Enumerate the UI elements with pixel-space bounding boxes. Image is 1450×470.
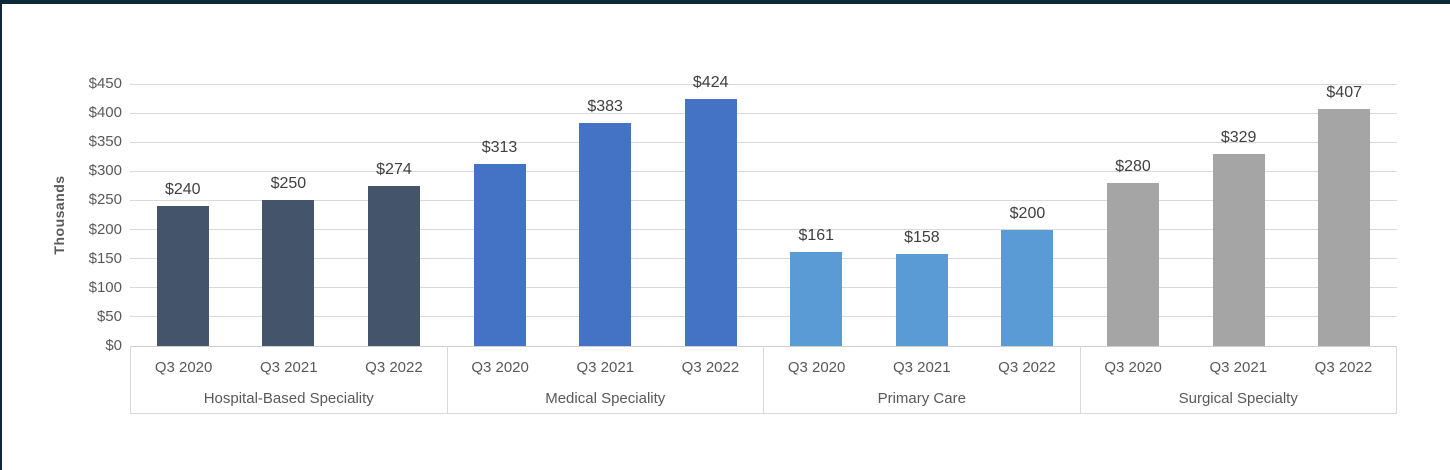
gridline xyxy=(130,170,1397,172)
bar[interactable] xyxy=(1001,229,1054,346)
group-cell: Q3 2020 Q3 2021 Q3 2022 Hospital-Based Spec… xyxy=(130,346,447,413)
gridline xyxy=(130,287,1397,289)
category-label: Q3 2020 xyxy=(787,359,846,377)
category-label: Q3 2020 xyxy=(154,359,213,377)
category-label: Q3 2021 xyxy=(892,359,951,377)
gridline xyxy=(130,258,1397,260)
y-tick-label: $450 xyxy=(88,75,122,92)
category-label: Q3 2022 xyxy=(365,359,423,377)
y-tick-label: $300 xyxy=(88,162,122,180)
group-cell: Q3 2020 Q3 2021 Q3 2022 Primary Care xyxy=(763,346,1080,413)
gridline xyxy=(130,229,1397,231)
bar-value-label: $424 xyxy=(692,74,729,92)
y-axis-title: Thousands xyxy=(51,175,67,255)
category-label-row: Q3 2020 Q3 2021 Q3 2022 xyxy=(764,346,1080,383)
y-tick-label: $50 xyxy=(96,307,122,325)
group-label: Medical Speciality xyxy=(545,389,666,407)
gridline xyxy=(130,83,1397,85)
group-label: Hospital-Based Speciality xyxy=(203,389,374,407)
bar-value-label: $313 xyxy=(481,138,518,156)
group-label: Primary Care xyxy=(877,389,966,407)
bar-value-label: $280 xyxy=(1115,157,1151,175)
bar-value-label: $161 xyxy=(798,227,835,245)
bar[interactable] xyxy=(790,252,843,346)
group-cell: Q3 2020 Q3 2021 Q3 2022 Surgical Specialty xyxy=(1079,346,1397,413)
category-label: Q3 2021 xyxy=(576,359,635,377)
category-label-row: Q3 2020 Q3 2021 Q3 2022 xyxy=(1081,346,1397,383)
y-tick-label: $0 xyxy=(105,337,122,354)
category-label-row: Q3 2020 Q3 2021 Q3 2022 xyxy=(448,346,764,383)
y-tick-label: $250 xyxy=(88,191,122,209)
bar[interactable] xyxy=(895,254,948,346)
category-label: Q3 2022 xyxy=(998,359,1056,377)
y-tick-label: $150 xyxy=(88,249,122,267)
gridline xyxy=(130,112,1397,114)
bar-value-label: $158 xyxy=(904,229,940,246)
bar[interactable] xyxy=(367,186,420,346)
bar-value-label: $240 xyxy=(164,181,201,199)
y-tick-label: $200 xyxy=(88,220,122,238)
category-axis: Q3 2020 Q3 2021 Q3 2022 Hospital-Based Spec… xyxy=(130,346,1397,414)
group-label: Surgical Specialty xyxy=(1178,389,1298,407)
bar[interactable] xyxy=(684,99,737,346)
bar[interactable] xyxy=(262,200,315,346)
category-label: Q3 2020 xyxy=(1104,359,1162,377)
category-label: Q3 2021 xyxy=(259,359,318,377)
bar-value-label: $383 xyxy=(587,98,623,115)
bar[interactable] xyxy=(579,123,632,346)
gridline xyxy=(130,316,1397,318)
bar-value-label: $329 xyxy=(1220,129,1257,147)
bar[interactable] xyxy=(1318,109,1371,346)
y-tick-label: $100 xyxy=(88,278,122,296)
group-cell: Q3 2020 Q3 2021 Q3 2022 Medical Speciality xyxy=(446,346,764,413)
gridline xyxy=(130,141,1397,143)
category-label-row: Q3 2020 Q3 2021 Q3 2022 xyxy=(131,346,447,383)
bar[interactable] xyxy=(1107,182,1160,346)
category-label: Q3 2022 xyxy=(1314,359,1373,377)
category-label: Q3 2021 xyxy=(1209,359,1268,377)
category-label: Q3 2020 xyxy=(471,359,529,377)
bar[interactable] xyxy=(156,206,209,346)
category-label: Q3 2022 xyxy=(681,359,740,377)
bar[interactable] xyxy=(473,163,526,346)
bar-value-label: $407 xyxy=(1326,84,1362,102)
bar-value-label: $200 xyxy=(1009,204,1046,222)
gridline xyxy=(130,199,1397,201)
bar-value-label: $250 xyxy=(270,175,307,193)
bar-value-label: $274 xyxy=(376,161,412,179)
bar[interactable] xyxy=(1212,154,1265,346)
y-tick-label: $400 xyxy=(88,104,122,122)
y-tick-label: $350 xyxy=(88,133,122,151)
